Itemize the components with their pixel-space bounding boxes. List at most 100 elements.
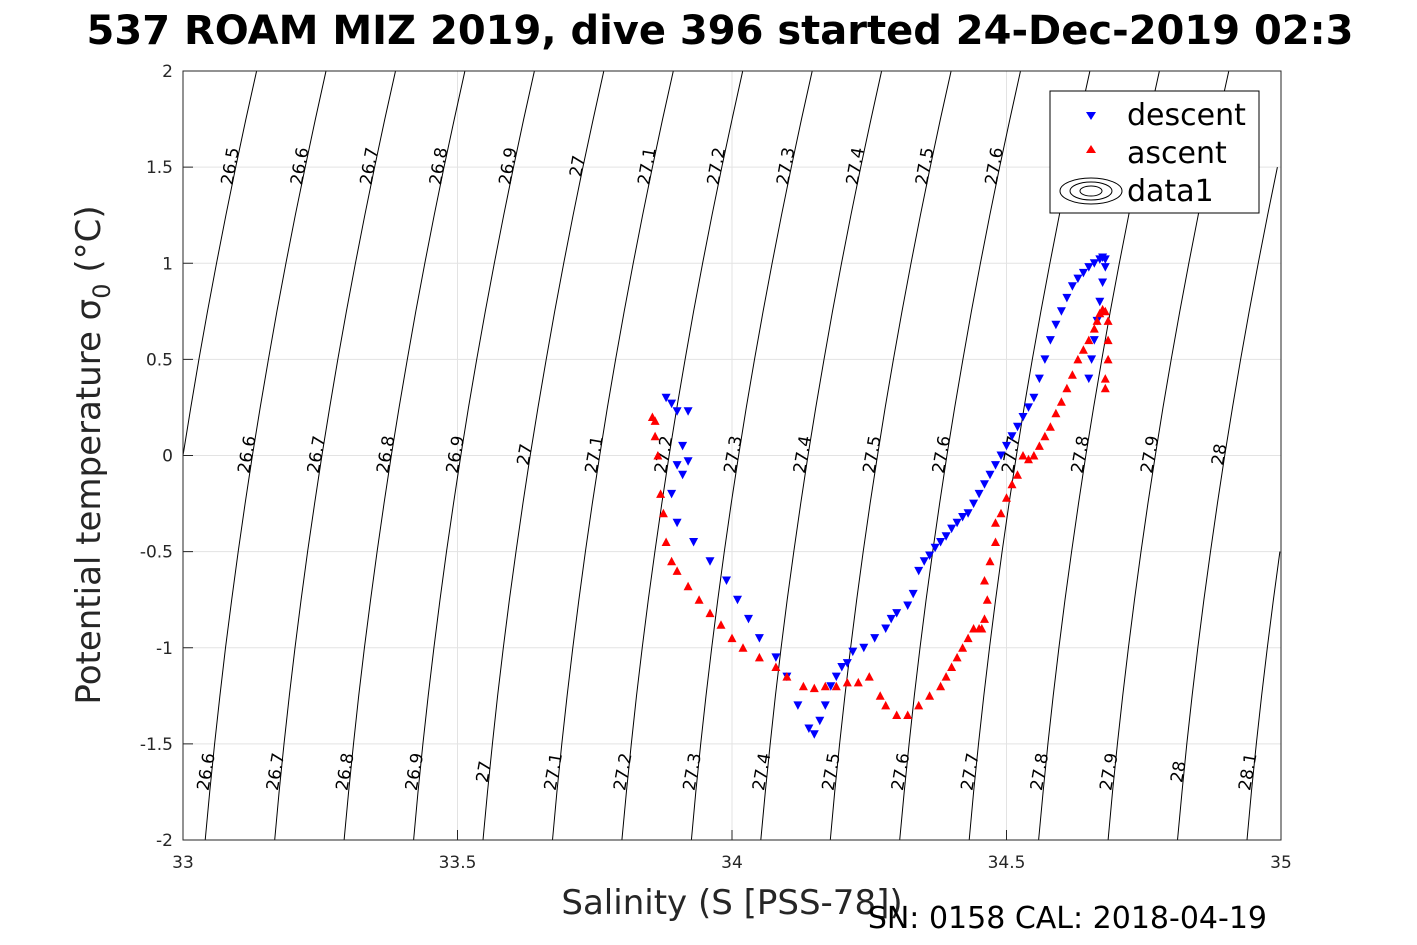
axis-ticks: 33 33.5 34 34.5 35 -2 -1.5 -1 -0.5 0 0.5 1 1.5 2 — [140, 62, 1292, 873]
data-point-ascent — [1089, 324, 1099, 333]
data-point-ascent — [875, 691, 885, 700]
x-axis-label: Salinity (S [PSS-78]) — [561, 883, 902, 923]
series-descent — [661, 253, 1110, 739]
data-point-ascent — [1092, 316, 1102, 325]
data-point-descent — [991, 461, 1000, 470]
data-point-ascent — [820, 681, 830, 691]
data-point-ascent — [727, 633, 737, 643]
data-point-descent — [754, 634, 764, 643]
data-point-descent — [1078, 268, 1088, 278]
data-point-descent — [941, 532, 951, 541]
data-point-descent — [925, 551, 935, 560]
isopycnal-line — [829, 70, 952, 841]
isopycnal-line — [204, 70, 327, 841]
chart-title: 537 ROAM MIZ 2019, dive 396 started 24-D… — [87, 8, 1354, 54]
footer-serial: SN: 0158 CAL: 2018-04-19 — [868, 901, 1267, 936]
data-point-descent — [1100, 255, 1110, 264]
data-point-ascent — [952, 652, 962, 662]
data-point-descent — [826, 682, 836, 691]
data-point-ascent — [1024, 454, 1033, 464]
y-tick-label: 1 — [162, 254, 173, 274]
data-point-descent — [667, 489, 677, 499]
y-axis-label-unit: (°C) — [69, 205, 109, 283]
data-point-descent — [936, 538, 946, 547]
data-point-descent — [842, 659, 852, 668]
data-point-ascent — [985, 556, 995, 566]
data-point-descent — [1002, 441, 1011, 451]
data-point-descent — [881, 624, 891, 633]
data-point-ascent — [656, 489, 666, 498]
data-point-descent — [963, 509, 973, 518]
isopycnal-line — [899, 70, 1021, 841]
data-point-ascent — [1018, 451, 1028, 460]
data-point-descent — [1073, 274, 1083, 284]
data-point-descent — [689, 538, 699, 547]
data-point-ascent — [831, 681, 841, 691]
data-point-ascent — [925, 691, 935, 700]
data-point-ascent — [705, 608, 715, 618]
data-point-descent — [667, 399, 677, 409]
data-point-ascent — [658, 508, 668, 518]
data-point-descent — [1089, 336, 1099, 345]
isopycnal-label: 27 — [514, 442, 537, 467]
data-point-descent — [958, 513, 968, 522]
data-point-ascent — [996, 508, 1006, 518]
data-point-ascent — [782, 672, 792, 681]
data-point-descent — [678, 470, 688, 480]
isopycnal-label: 27 — [566, 154, 589, 179]
data-point-ascent — [1002, 493, 1011, 502]
isopycnal-line — [1177, 167, 1278, 841]
isopycnal-line — [1246, 551, 1281, 841]
data-point-descent — [1087, 355, 1097, 364]
data-point-descent — [820, 701, 830, 710]
data-point-descent — [1045, 336, 1055, 345]
isopycnal-line — [690, 70, 813, 841]
data-point-descent — [804, 724, 814, 733]
data-point-descent — [919, 557, 929, 566]
data-point-descent — [1062, 293, 1072, 303]
data-point-ascent — [1062, 383, 1072, 393]
data-point-ascent — [667, 556, 677, 566]
data-point-descent — [969, 499, 979, 509]
data-point-descent — [1040, 355, 1050, 364]
data-point-descent — [1100, 263, 1110, 272]
data-point-ascent — [1103, 316, 1113, 325]
data-point-ascent — [1056, 397, 1066, 406]
data-point-ascent — [1100, 374, 1110, 383]
isopycnal-line — [482, 70, 605, 841]
data-point-descent — [1098, 278, 1108, 287]
data-point-descent — [793, 701, 803, 710]
data-point-descent — [996, 451, 1006, 460]
data-point-ascent — [738, 643, 748, 652]
data-point-descent — [1067, 282, 1077, 291]
data-point-descent — [661, 393, 671, 403]
data-point-ascent — [809, 683, 819, 693]
data-point-ascent — [650, 431, 660, 441]
data-point-ascent — [963, 633, 973, 643]
data-point-descent — [837, 663, 847, 672]
data-point-ascent — [980, 576, 989, 585]
isopycnal-line — [413, 70, 535, 841]
data-point-descent — [892, 609, 902, 618]
data-point-ascent — [1013, 470, 1022, 479]
y-tick-label: -2 — [156, 831, 173, 851]
isopycnal-line — [552, 70, 674, 841]
y-axis-label-main: Potential temperature σ — [69, 299, 109, 705]
data-point-ascent — [853, 677, 863, 687]
density-contours — [182, 70, 1281, 841]
isopycnal-line — [343, 70, 466, 841]
legend-marker-ascent — [1086, 145, 1096, 153]
data-point-ascent — [661, 537, 671, 546]
data-point-ascent — [771, 662, 781, 671]
data-point-ascent — [958, 643, 968, 652]
data-point-descent — [1056, 307, 1066, 316]
isopycnal-label: 28 — [1167, 759, 1190, 784]
data-point-descent — [930, 543, 940, 553]
data-point-ascent — [903, 710, 913, 719]
series-ascent — [647, 304, 1113, 719]
data-point-ascent — [1051, 408, 1061, 418]
y-tick-label: -1 — [156, 639, 173, 659]
data-point-ascent — [672, 566, 682, 575]
x-tick-label: 34.5 — [988, 853, 1026, 873]
data-point-descent — [974, 489, 984, 499]
